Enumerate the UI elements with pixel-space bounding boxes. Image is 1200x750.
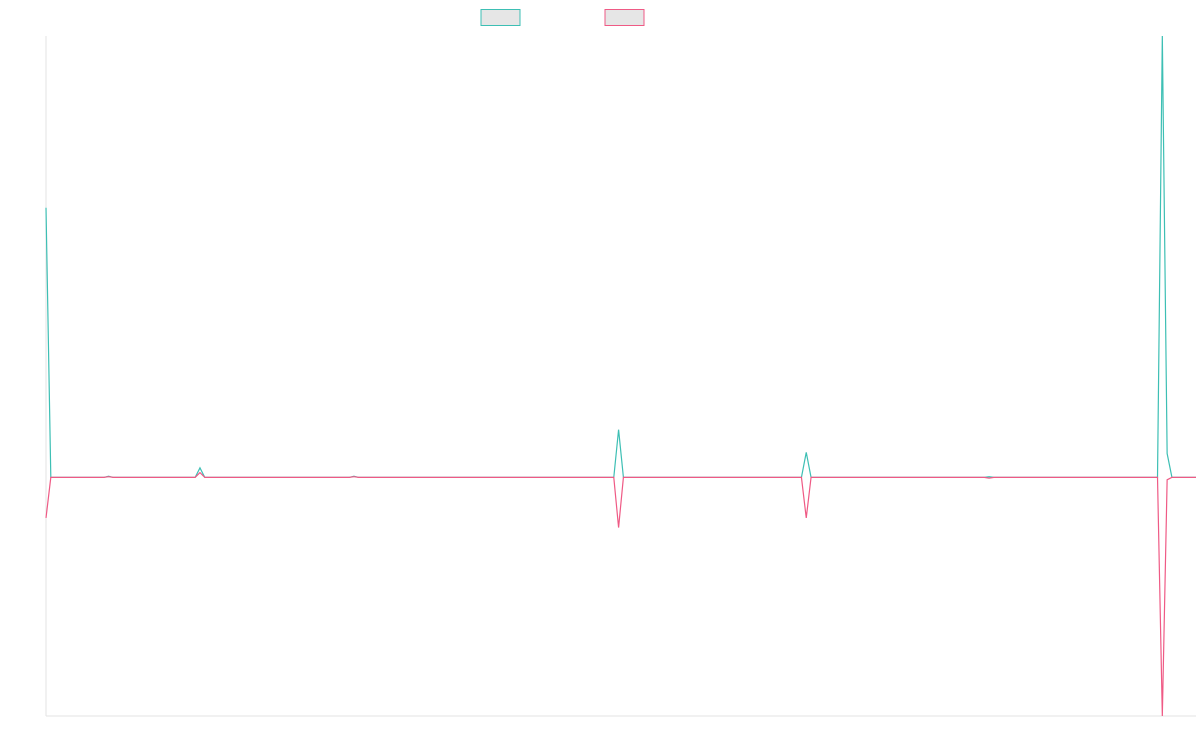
series-layer: [45, 35, 1196, 717]
legend-swatch-1[interactable]: [480, 9, 521, 26]
series-line-2: [45, 471, 1196, 717]
legend: [480, 9, 645, 26]
legend-swatch-2[interactable]: [604, 9, 645, 26]
series-line-1: [45, 35, 1196, 478]
